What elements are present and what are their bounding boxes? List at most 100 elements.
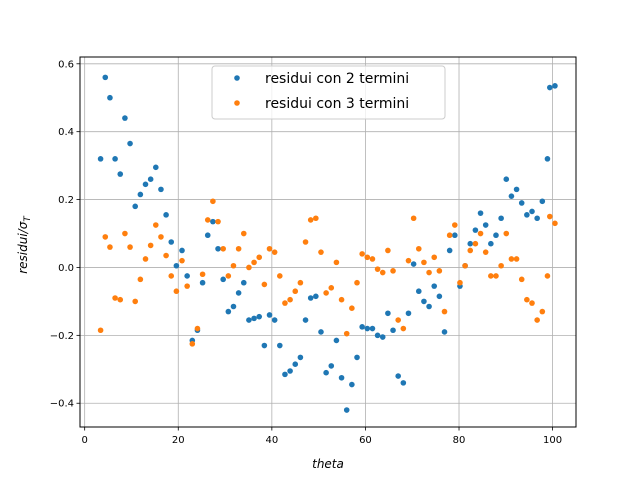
data-point: [184, 283, 190, 289]
data-point: [534, 215, 540, 222]
data-point: [436, 293, 443, 300]
data-point: [477, 210, 484, 216]
data-point: [508, 256, 515, 262]
data-point: [524, 212, 530, 218]
data-point: [142, 181, 149, 188]
axis-ticks: 0 20 40 60 80 100 −0.4 −0.2 0.0 0.2 0.4 0.6: [50, 59, 562, 446]
data-point: [421, 298, 427, 305]
data-point: [256, 254, 263, 261]
data-point: [199, 279, 206, 286]
data-point: [189, 341, 196, 347]
data-point: [313, 293, 319, 300]
plot-frame: [79, 56, 577, 428]
data-point: [313, 215, 319, 222]
data-point: [385, 310, 391, 317]
data-point: [467, 240, 474, 247]
data-point: [122, 230, 128, 237]
data-point: [333, 259, 340, 266]
data-point: [441, 308, 448, 315]
data-point: [359, 251, 365, 257]
data-point: [235, 245, 242, 252]
data-point: [323, 369, 329, 376]
data-point: [441, 329, 448, 335]
data-point: [240, 230, 247, 237]
data-point: [410, 215, 417, 222]
data-point: [400, 325, 407, 332]
data-point: [524, 296, 530, 303]
data-point: [153, 222, 159, 228]
data-point: [163, 212, 169, 218]
data-point: [546, 84, 553, 91]
y-tick-label: 0.2: [58, 195, 74, 206]
data-point: [390, 327, 396, 334]
x-tick-label: 60: [359, 435, 372, 446]
data-point: [359, 324, 365, 330]
data-point: [251, 315, 257, 322]
data-points: [97, 74, 558, 413]
data-point: [215, 218, 221, 225]
data-point: [421, 259, 427, 266]
data-point: [246, 264, 252, 271]
legend-box: [211, 65, 446, 120]
data-point: [498, 262, 504, 269]
data-point: [513, 186, 520, 193]
data-point: [266, 245, 273, 252]
data-point: [552, 83, 558, 89]
data-point: [117, 171, 124, 177]
data-point: [493, 273, 499, 279]
data-point: [179, 257, 185, 264]
data-point: [452, 222, 458, 228]
data-point: [132, 203, 139, 210]
data-point: [498, 215, 504, 222]
data-point: [349, 381, 355, 388]
data-point: [179, 247, 185, 254]
legend-marker-series-1: [234, 75, 240, 81]
data-point: [292, 361, 299, 368]
data-point: [107, 94, 113, 101]
data-point: [282, 300, 288, 306]
data-point: [405, 310, 412, 317]
data-point: [529, 300, 535, 306]
x-tick-label: 80: [453, 435, 466, 446]
data-point: [467, 247, 474, 254]
data-point: [426, 269, 432, 276]
data-point: [261, 281, 268, 288]
data-point: [287, 296, 293, 303]
data-point: [266, 312, 273, 318]
data-point: [117, 296, 124, 303]
data-point: [452, 232, 458, 239]
y-tick-label: −0.2: [50, 331, 74, 342]
data-point: [220, 245, 226, 252]
data-point: [287, 368, 293, 374]
data-point: [379, 269, 386, 276]
data-point: [251, 259, 257, 266]
y-axis-label: residui/σT: [16, 215, 33, 274]
data-point: [477, 230, 484, 237]
data-point: [518, 276, 525, 283]
data-point: [544, 156, 551, 162]
data-point: [158, 186, 164, 193]
data-point: [204, 232, 211, 239]
data-point: [539, 198, 546, 205]
data-point: [534, 317, 540, 323]
data-point: [405, 257, 412, 264]
data-point: [503, 176, 510, 183]
data-point: [395, 373, 401, 379]
data-point: [271, 249, 278, 255]
data-point: [168, 273, 175, 279]
data-point: [271, 317, 278, 323]
y-tick-label: −0.4: [50, 399, 74, 410]
y-tick-label: 0.0: [58, 263, 74, 274]
data-point: [374, 266, 381, 272]
y-tick-label: 0.4: [58, 127, 74, 138]
series-1-points: [97, 74, 558, 413]
data-point: [518, 200, 525, 206]
y-axis-label-main: residui/σ: [16, 221, 30, 274]
data-point: [127, 140, 133, 147]
data-point: [482, 249, 489, 255]
series-2-points: [97, 198, 558, 347]
data-point: [102, 74, 109, 81]
data-point: [364, 325, 371, 332]
data-point: [199, 271, 206, 278]
data-point: [493, 232, 499, 239]
